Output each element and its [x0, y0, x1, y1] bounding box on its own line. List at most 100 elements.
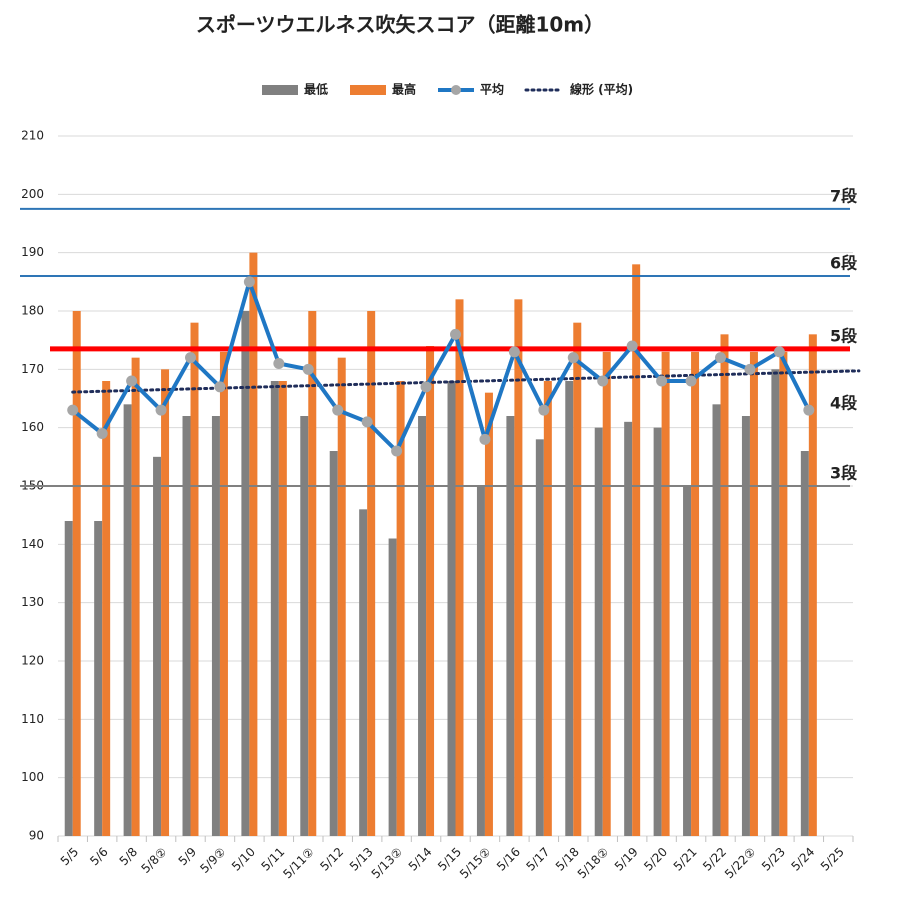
marker	[302, 363, 314, 375]
y-tick-label: 190	[21, 245, 44, 259]
marker	[126, 375, 138, 387]
legend-label: 最低	[304, 82, 328, 97]
x-tick-label: 5/22②	[722, 845, 759, 882]
bar	[94, 521, 103, 836]
y-tick-label: 90	[29, 829, 44, 843]
marker	[243, 276, 255, 288]
bar	[190, 322, 199, 837]
bar	[359, 509, 368, 836]
bar	[661, 351, 670, 836]
bar	[241, 311, 250, 836]
y-tick-label: 130	[21, 595, 44, 609]
marker	[744, 363, 756, 375]
bar	[632, 264, 641, 836]
bar	[300, 416, 309, 836]
bar	[624, 421, 633, 836]
x-tick-label: 5/15②	[457, 845, 494, 882]
y-tick-label: 180	[21, 304, 44, 318]
x-tick-label: 5/9②	[197, 845, 228, 876]
bar	[535, 439, 544, 836]
bar	[720, 334, 729, 836]
x-tick-label: 5/16	[494, 845, 523, 874]
y-tick-label: 100	[21, 770, 44, 784]
bar	[308, 311, 317, 836]
bar	[211, 416, 220, 836]
x-tick-label: 5/25	[818, 845, 847, 874]
bar	[602, 351, 611, 836]
y-tick-label: 140	[21, 537, 44, 551]
legend-swatch	[451, 85, 461, 95]
bar	[396, 381, 405, 836]
marker	[685, 375, 697, 387]
legend-label: 線形 (平均)	[570, 82, 633, 97]
marker	[332, 404, 344, 416]
marker	[538, 404, 550, 416]
legend-label: 最高	[392, 82, 416, 97]
bar	[484, 392, 493, 836]
bar	[161, 369, 170, 836]
marker	[155, 404, 167, 416]
y-tick-label: 110	[21, 712, 44, 726]
x-tick-label: 5/10	[229, 845, 258, 874]
marker	[656, 375, 668, 387]
bar	[779, 351, 788, 836]
bar	[749, 351, 758, 836]
y-tick-label: 200	[21, 187, 44, 201]
bar	[808, 334, 817, 836]
bar	[329, 451, 338, 836]
marker	[185, 352, 196, 364]
marker	[715, 352, 726, 364]
x-tick-label: 5/9	[176, 845, 200, 869]
bar	[800, 451, 809, 836]
x-tick-label: 5/19	[612, 845, 641, 874]
marker	[773, 346, 785, 358]
bar	[72, 311, 81, 836]
bar	[426, 346, 435, 836]
trendline	[71, 369, 861, 394]
bar	[741, 416, 750, 836]
bar	[594, 427, 603, 836]
bar	[506, 416, 515, 836]
bar	[367, 311, 376, 836]
marker	[508, 346, 520, 358]
bar	[565, 381, 574, 836]
marker	[597, 375, 609, 387]
marker	[214, 381, 226, 393]
bar	[64, 521, 73, 836]
bar	[476, 486, 485, 836]
x-tick-label: 5/12	[317, 845, 346, 874]
bar	[219, 351, 228, 836]
marker	[803, 404, 815, 416]
legend-swatch	[262, 85, 298, 95]
bar	[683, 486, 692, 836]
x-tick-label: 5/17	[523, 845, 552, 874]
x-tick-label: 5/21	[671, 845, 700, 874]
bar	[388, 538, 397, 836]
bar	[771, 369, 780, 836]
level-label: 4段	[830, 394, 858, 413]
x-tick-label: 5/24	[788, 845, 817, 874]
x-tick-label: 5/8	[117, 845, 141, 869]
marker	[450, 328, 461, 340]
marker	[96, 428, 108, 439]
x-tick-label: 5/23	[759, 845, 788, 874]
bar	[653, 427, 662, 836]
legend-swatch	[350, 85, 386, 95]
chart-title: スポーツウエルネス吹矢スコア（距離10m）	[196, 13, 604, 37]
bar	[455, 299, 464, 836]
x-tick-label: 5/18②	[575, 845, 612, 882]
y-tick-label: 170	[21, 362, 44, 376]
bar	[153, 456, 162, 836]
marker	[626, 340, 638, 352]
y-tick-label: 160	[21, 420, 44, 434]
x-tick-label: 5/8②	[138, 845, 169, 876]
x-tick-label: 5/6	[87, 845, 111, 869]
bar	[337, 357, 346, 836]
marker	[67, 404, 79, 416]
bar	[543, 381, 552, 836]
marker	[273, 358, 285, 369]
x-tick-label: 5/20	[641, 845, 670, 874]
bar	[712, 404, 721, 836]
x-tick-label: 5/14	[406, 845, 435, 874]
